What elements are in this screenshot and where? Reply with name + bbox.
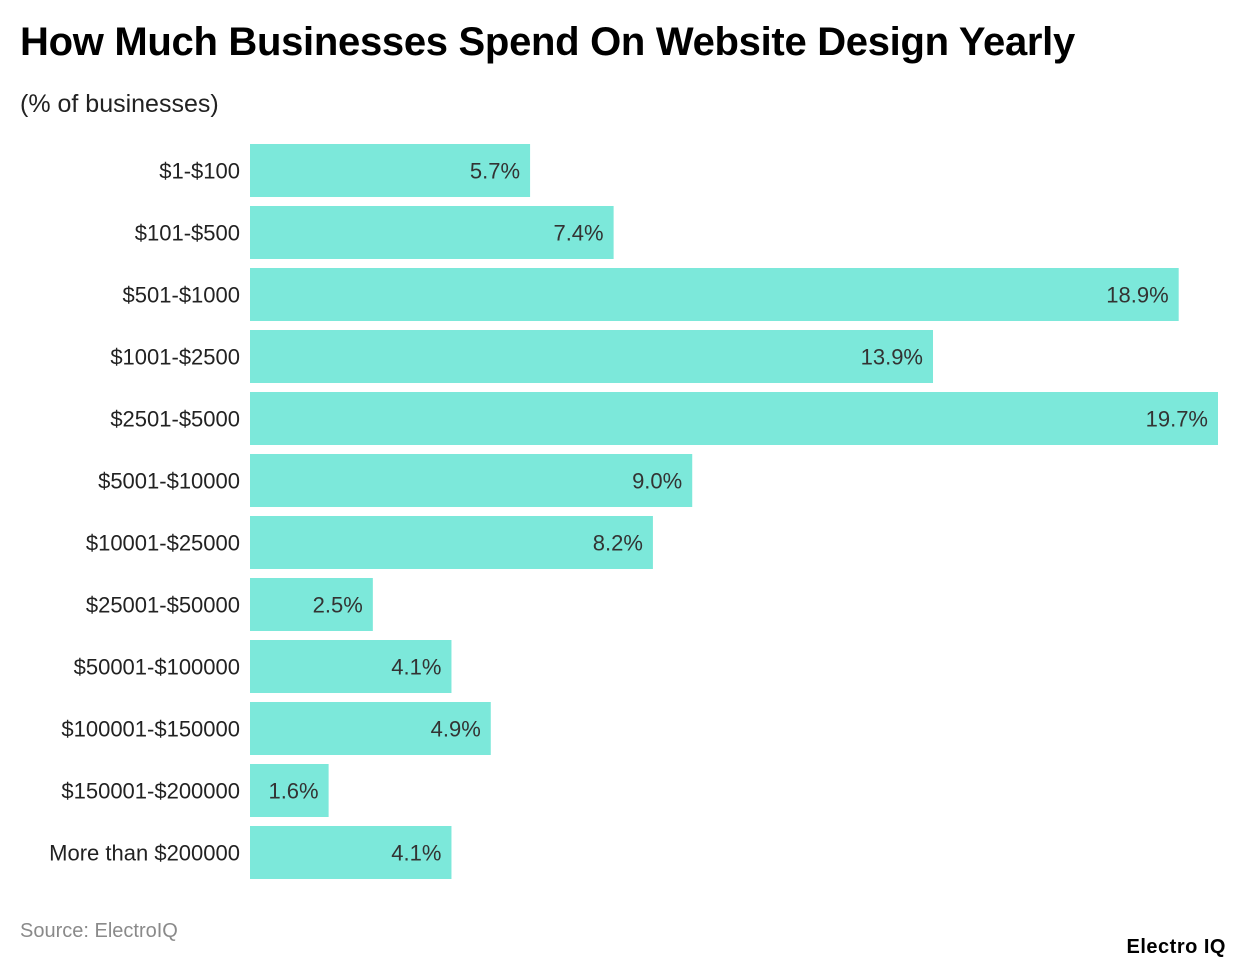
- category-label-2: $501-$1000: [123, 283, 240, 308]
- category-label-5: $5001-$10000: [98, 469, 240, 494]
- value-label-4: 19.7%: [1146, 407, 1208, 432]
- brand-logo: Electro IQ: [1126, 936, 1226, 958]
- category-label-8: $50001-$100000: [74, 655, 240, 680]
- value-label-2: 18.9%: [1106, 283, 1168, 308]
- category-label-3: $1001-$2500: [110, 345, 240, 370]
- category-label-1: $101-$500: [135, 221, 240, 246]
- category-label-0: $1-$100: [159, 159, 240, 184]
- bar-5: [250, 454, 693, 507]
- value-label-0: 5.7%: [470, 159, 520, 184]
- value-label-11: 4.1%: [391, 841, 441, 866]
- value-label-9: 4.9%: [431, 717, 481, 742]
- bar-3: [250, 330, 934, 383]
- value-label-10: 1.6%: [268, 779, 318, 804]
- value-label-3: 13.9%: [861, 345, 923, 370]
- category-label-6: $10001-$25000: [86, 531, 240, 556]
- value-label-1: 7.4%: [553, 221, 603, 246]
- category-label-4: $2501-$5000: [110, 407, 240, 432]
- bar-0: [250, 144, 531, 197]
- bar-10: [250, 764, 329, 817]
- chart-subtitle: (% of businesses): [20, 90, 219, 118]
- bar-11: [250, 826, 452, 879]
- bar-7: [250, 578, 373, 631]
- bar-9: [250, 702, 491, 755]
- bar-6: [250, 516, 653, 569]
- category-label-9: $100001-$150000: [61, 717, 240, 742]
- bar-2: [250, 268, 1179, 321]
- chart-title: How Much Businesses Spend On Website Des…: [20, 20, 1075, 64]
- bar-4: [250, 392, 1218, 445]
- category-label-10: $150001-$200000: [61, 779, 240, 804]
- bar-8: [250, 640, 452, 693]
- value-label-7: 2.5%: [313, 593, 363, 618]
- bar-1: [250, 206, 614, 259]
- category-label-11: More than $200000: [49, 841, 240, 866]
- category-label-7: $25001-$50000: [86, 593, 240, 618]
- value-label-8: 4.1%: [391, 655, 441, 680]
- value-label-5: 9.0%: [632, 469, 682, 494]
- value-label-6: 8.2%: [593, 531, 643, 556]
- source-note: Source: ElectroIQ: [20, 920, 178, 942]
